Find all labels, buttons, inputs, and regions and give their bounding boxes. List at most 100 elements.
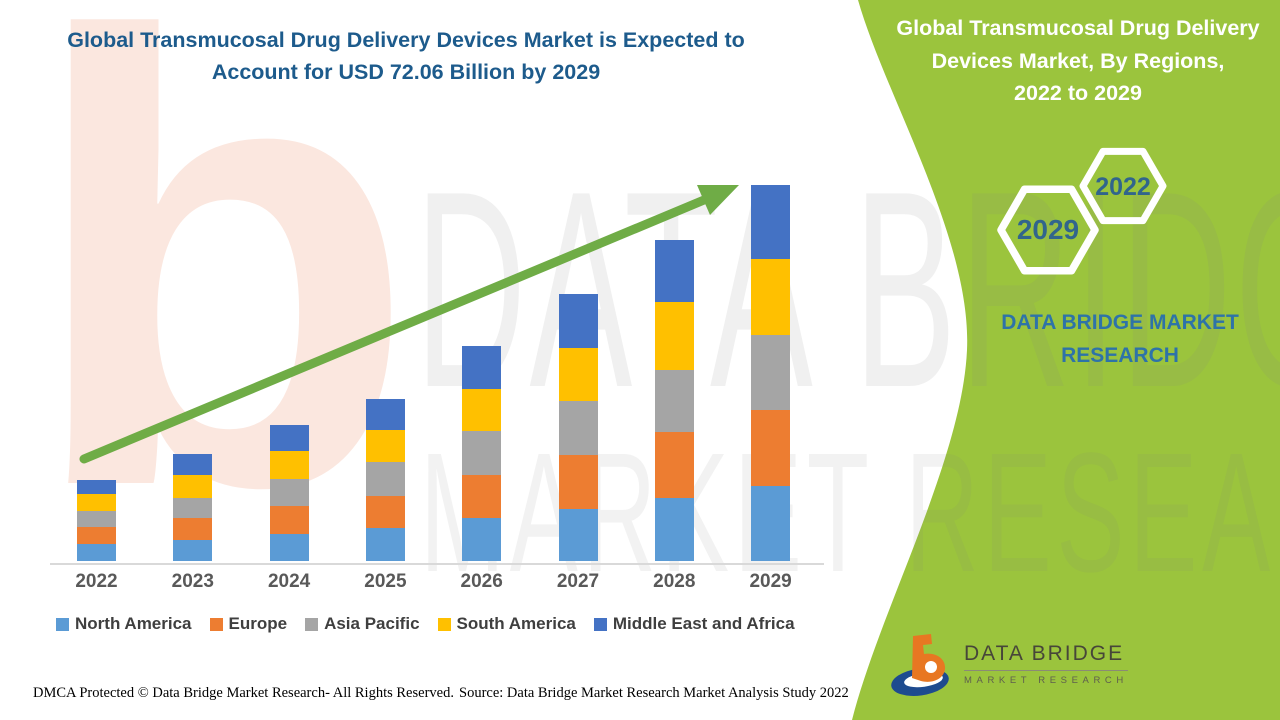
chart-legend: North America Europe Asia Pacific South Ame… — [56, 614, 795, 634]
stacked-bar-2026 — [462, 346, 502, 561]
bar-segment-2024-asia-pacific — [269, 479, 309, 506]
legend-swatch-icon — [56, 617, 69, 631]
dmca-notice: DMCA Protected © Data Bridge Market Rese… — [33, 685, 454, 701]
brand-name-text: DATA BRIDGE MARKET RESEARCH — [986, 306, 1254, 372]
x-axis-label-2022: 2022 — [75, 571, 118, 592]
bar-segment-2028-north-america — [654, 497, 694, 561]
side-panel-title-line2: Devices Market, By Regions, — [931, 48, 1225, 73]
bar-segment-2022-asia-pacific — [77, 510, 116, 527]
bar-segment-2028-south-america — [654, 302, 694, 370]
bar-segment-2027-south-america — [558, 348, 598, 402]
bar-segment-2029-middle-east-and-africa — [751, 185, 791, 260]
bar-segment-2024-middle-east-and-africa — [269, 424, 309, 451]
bar-segment-2024-north-america — [269, 533, 309, 561]
legend-item-north-america: North America — [56, 614, 192, 634]
stacked-bar-2028 — [654, 240, 694, 561]
legend-swatch-icon — [305, 617, 319, 631]
legend-label: North America — [75, 614, 192, 633]
bar-segment-2029-north-america — [751, 485, 791, 561]
bar-segment-2026-middle-east-and-africa — [462, 346, 502, 389]
bar-segment-2027-asia-pacific — [558, 401, 598, 455]
bar-segment-2024-europe — [269, 505, 309, 534]
x-axis-label-2023: 2023 — [171, 571, 214, 592]
legend-swatch-icon — [437, 617, 451, 631]
legend-label: South America — [456, 614, 576, 633]
chart-title-line2: Account for USD 72.06 Billion by 2029 — [211, 60, 601, 84]
bar-segment-2025-europe — [365, 496, 405, 529]
bar-segment-2026-north-america — [462, 518, 502, 561]
bar-segment-2029-europe — [751, 409, 791, 486]
legend-item-middle-east-and-africa: Middle East and Africa — [593, 614, 795, 634]
source-note: Source: Data Bridge Market Research Mark… — [459, 685, 849, 701]
bar-segment-2027-europe — [558, 454, 598, 509]
bar-segment-2022-south-america — [77, 494, 116, 511]
bar-segment-2026-asia-pacific — [462, 431, 502, 476]
x-axis-label-2025: 2025 — [364, 571, 407, 592]
stacked-bar-2029 — [751, 185, 791, 561]
bar-segment-2027-north-america — [558, 508, 598, 561]
company-logo-text: DATA BRIDGE MARKET RESEARCH — [964, 630, 1128, 686]
bar-segment-2026-europe — [462, 475, 502, 519]
bar-segment-2029-south-america — [751, 259, 791, 335]
legend-item-europe: Europe — [209, 614, 288, 634]
brand-name-line2: RESEARCH — [1061, 344, 1179, 367]
trend-arrow-line — [79, 195, 709, 464]
bar-segment-2028-middle-east-and-africa — [654, 240, 694, 303]
x-axis-line — [50, 563, 824, 565]
company-logo: DATA BRIDGE MARKET RESEARCH — [890, 630, 1140, 705]
legend-swatch-icon — [593, 617, 607, 631]
legend-label: Europe — [228, 614, 288, 633]
legend-label: Middle East and Africa — [612, 614, 795, 633]
bar-segment-2028-europe — [654, 432, 694, 498]
company-logo-subtitle: MARKET RESEARCH — [964, 675, 1128, 686]
hexagon-2022-outline — [1079, 147, 1167, 225]
side-panel-title-line3: 2022 to 2029 — [1014, 81, 1142, 105]
company-logo-icon — [891, 634, 949, 696]
hexagon-2029-outline — [997, 185, 1099, 275]
trend-arrow — [79, 185, 739, 464]
bar-segment-2025-middle-east-and-africa — [365, 399, 405, 431]
brand-name-line1: DATA BRIDGE MARKET — [1001, 311, 1239, 334]
x-axis-label-2026: 2026 — [460, 571, 503, 592]
chart-title-line1: Global Transmucosal Drug Delivery Device… — [67, 28, 745, 52]
legend-swatch-icon — [209, 617, 223, 631]
bar-segment-2024-south-america — [269, 450, 309, 480]
legend-label: Asia Pacific — [324, 614, 420, 633]
bar-segment-2023-asia-pacific — [173, 497, 213, 518]
bar-segment-2025-south-america — [365, 430, 405, 463]
bar-segment-2023-europe — [173, 517, 213, 540]
bar-segment-2022-middle-east-and-africa — [77, 480, 116, 495]
bar-segment-2023-south-america — [173, 474, 213, 498]
side-panel-title-line1: Global Transmucosal Drug Delivery — [896, 16, 1260, 40]
bar-segment-2025-north-america — [365, 528, 405, 561]
stacked-bar-2025 — [365, 399, 405, 561]
bar-segment-2023-middle-east-and-africa — [173, 454, 213, 475]
hexagon-2029-label: 2029 — [1017, 214, 1079, 245]
bar-segment-2028-asia-pacific — [654, 370, 694, 433]
stacked-bar-2027 — [558, 293, 598, 561]
stacked-bar-2022 — [77, 480, 116, 561]
green-panel-path — [852, 0, 1280, 720]
trend-arrow-head — [697, 185, 739, 215]
bar-segment-2027-middle-east-and-africa — [558, 293, 598, 349]
x-axis-label-2027: 2027 — [556, 571, 600, 592]
bar-segment-2022-europe — [77, 526, 116, 545]
bar-segment-2029-asia-pacific — [751, 334, 791, 410]
bar-segment-2026-south-america — [462, 388, 502, 432]
chart-title: Global Transmucosal Drug Delivery Device… — [28, 24, 784, 88]
x-axis-label-2029: 2029 — [749, 571, 792, 592]
bar-segment-2022-north-america — [77, 544, 116, 561]
x-axis-label-2028: 2028 — [653, 571, 696, 592]
stacked-bar-2023 — [173, 454, 213, 561]
bar-segment-2023-north-america — [173, 539, 213, 561]
stacked-bar-2024 — [269, 424, 309, 561]
company-logo-title: DATA BRIDGE — [964, 642, 1128, 671]
legend-item-south-america: South America — [437, 614, 576, 634]
legend-item-asia-pacific: Asia Pacific — [305, 614, 420, 634]
x-axis-label-2024: 2024 — [267, 571, 311, 592]
bar-segment-2025-asia-pacific — [365, 462, 405, 497]
side-panel-title: Global Transmucosal Drug Delivery Device… — [882, 12, 1274, 110]
